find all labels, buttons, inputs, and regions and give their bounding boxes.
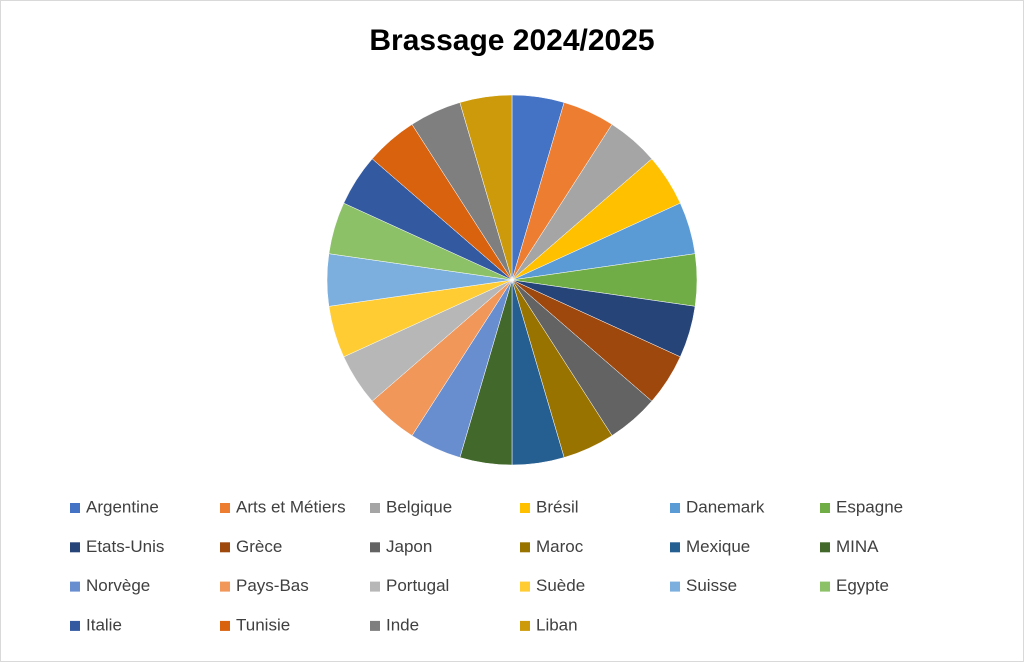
legend-swatch	[70, 581, 80, 592]
legend-label: Grèce	[236, 537, 282, 556]
legend-swatch	[520, 503, 530, 513]
legend-label: Egypte	[836, 576, 889, 595]
legend-label: Portugal	[386, 576, 449, 595]
legend-swatch	[70, 620, 80, 631]
legend-swatch	[70, 503, 80, 513]
legend-label: Tunisie	[236, 615, 290, 634]
legend-swatch	[70, 542, 80, 553]
legend-swatch	[370, 542, 380, 553]
chart-title: Brassage 2024/2025	[369, 24, 654, 57]
legend-swatch	[520, 542, 530, 553]
legend-swatch	[220, 542, 230, 553]
legend-label: Mexique	[686, 537, 750, 556]
legend-swatch	[520, 620, 530, 631]
legend-swatch	[370, 503, 380, 513]
legend-label: Belgique	[386, 497, 452, 516]
legend-label: Suisse	[686, 576, 737, 595]
legend-swatch	[820, 581, 830, 592]
legend-swatch	[370, 581, 380, 592]
legend-swatch	[220, 620, 230, 631]
legend-label: Etats-Unis	[86, 537, 164, 556]
legend-label: Japon	[386, 537, 432, 556]
pie-slice	[459, 94, 513, 281]
legend-label: Inde	[386, 615, 419, 634]
legend-swatch	[220, 581, 230, 592]
legend-swatch	[820, 503, 830, 513]
legend-label: Maroc	[536, 537, 584, 556]
legend-swatch	[670, 503, 680, 513]
legend-swatch	[670, 542, 680, 553]
legend-swatch	[670, 581, 680, 592]
legend-swatch	[520, 581, 530, 592]
legend-label: Espagne	[836, 497, 903, 516]
legend-label: Italie	[86, 615, 122, 634]
legend-label: Danemark	[686, 497, 765, 516]
legend-swatch	[820, 542, 830, 553]
legend-label: Suède	[536, 576, 585, 595]
legend-label: Argentine	[86, 497, 159, 516]
legend-label: MINA	[836, 537, 879, 556]
legend-label: Arts et Métiers	[236, 497, 346, 516]
legend-swatch	[370, 620, 380, 631]
legend-swatch	[220, 503, 230, 513]
legend-label: Pays-Bas	[236, 576, 309, 595]
legend-label: Norvège	[86, 576, 150, 595]
legend-label: Liban	[536, 615, 578, 634]
legend-label: Brésil	[536, 497, 579, 516]
